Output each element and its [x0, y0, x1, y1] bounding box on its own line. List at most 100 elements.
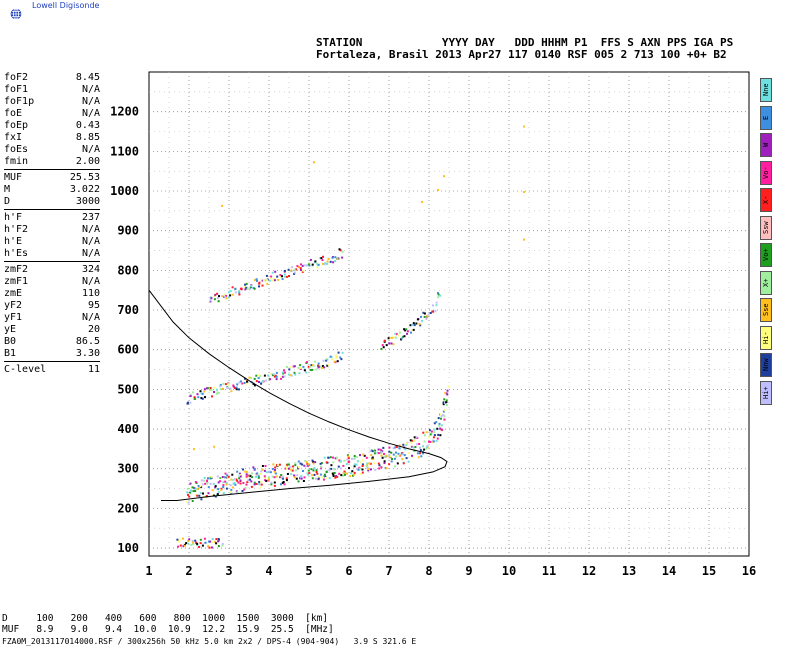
echo-point: [435, 421, 438, 424]
echo-point: [305, 371, 308, 374]
echo-point: [319, 473, 322, 476]
echo-point: [275, 371, 278, 374]
echo-point: [253, 483, 256, 486]
echo-point: [357, 468, 360, 471]
echo-point: [277, 279, 280, 281]
echo-point: [307, 365, 310, 368]
echo-point: [332, 475, 335, 477]
param-name: zmF1: [4, 276, 29, 287]
echo-point: [252, 287, 255, 289]
param-row: yF1 N/A: [4, 312, 100, 324]
echo-point: [332, 473, 335, 476]
echo-point: [296, 474, 299, 477]
echo-point: [314, 260, 317, 263]
echo-point: [275, 475, 278, 478]
param-value: 3.30: [75, 348, 100, 359]
echo-point: [322, 474, 325, 477]
echo-point: [238, 388, 240, 391]
echo-point: [209, 483, 212, 485]
echo-point: [433, 428, 436, 431]
param-name: zmF2: [4, 264, 29, 275]
echo-point: [346, 454, 349, 457]
param-value: 3000: [75, 196, 100, 207]
echo-point: [403, 328, 406, 331]
param-name: fxI: [4, 132, 23, 143]
echo-point: [395, 455, 398, 458]
echo-point: [366, 466, 369, 469]
echo-point: [274, 472, 277, 475]
echo-point: [255, 380, 258, 383]
echo-point: [398, 331, 401, 334]
echo-point: [275, 378, 278, 381]
echo-point: [305, 461, 308, 464]
echo-point: [436, 437, 439, 440]
echo-point: [433, 422, 436, 425]
x-tick-label: 14: [662, 564, 676, 578]
echo-point: [219, 477, 222, 479]
echo-point: [314, 461, 317, 464]
echo-point: [230, 491, 232, 494]
echo-point: [253, 377, 256, 380]
echo-point: [416, 318, 419, 321]
echo-point: [221, 476, 224, 478]
echo-point: [338, 459, 341, 462]
echo-point: [344, 472, 347, 475]
echo-point: [210, 389, 213, 392]
echo-point: [523, 191, 525, 194]
echo-point: [244, 470, 247, 473]
echo-point: [211, 546, 213, 549]
echo-point: [429, 433, 432, 436]
x-tick-label: 6: [345, 564, 352, 578]
param-row: yE 20: [4, 324, 100, 336]
echo-point: [367, 468, 370, 471]
echo-point: [261, 279, 264, 282]
echo-point: [373, 462, 376, 465]
echo-point: [271, 468, 274, 470]
legend-item: X+: [760, 270, 772, 295]
echo-point: [207, 477, 209, 480]
echo-point: [294, 464, 297, 467]
echo-point: [207, 545, 210, 548]
echo-point: [194, 481, 197, 483]
echo-point: [308, 264, 311, 267]
echo-point: [427, 313, 430, 316]
echo-point: [256, 472, 259, 475]
echo-point: [215, 538, 218, 541]
echo-point: [214, 485, 217, 488]
echo-point: [283, 369, 285, 372]
echo-point: [317, 366, 320, 369]
echo-point: [332, 461, 335, 464]
echo-point: [442, 403, 445, 406]
echo-point: [222, 481, 225, 484]
echo-point: [320, 462, 323, 465]
x-tick-label: 4: [265, 564, 272, 578]
echo-point: [241, 382, 244, 385]
echo-point: [225, 294, 227, 297]
echo-point: [216, 292, 219, 295]
legend-item: E: [760, 105, 772, 130]
echo-point: [346, 458, 349, 461]
param-value: 8.45: [75, 72, 100, 83]
echo-point: [390, 342, 393, 345]
echo-point: [361, 463, 364, 466]
echo-point: [208, 540, 211, 543]
echo-point: [326, 262, 329, 265]
param-divider: [4, 169, 100, 170]
echo-point: [385, 344, 388, 347]
echo-point: [177, 540, 180, 543]
echo-point: [222, 486, 225, 488]
echo-point: [398, 447, 401, 450]
echo-point: [273, 278, 276, 280]
echo-point: [273, 476, 276, 479]
echo-point: [187, 542, 190, 545]
echo-point: [308, 472, 311, 475]
echo-point: [269, 279, 272, 282]
echo-point: [231, 293, 234, 296]
echo-point: [396, 333, 398, 336]
echo-point: [348, 467, 350, 470]
echo-point: [336, 257, 339, 260]
echo-point: [302, 365, 305, 368]
echo-point: [309, 369, 312, 371]
echo-point: [260, 483, 263, 486]
param-value: N/A: [81, 224, 100, 235]
